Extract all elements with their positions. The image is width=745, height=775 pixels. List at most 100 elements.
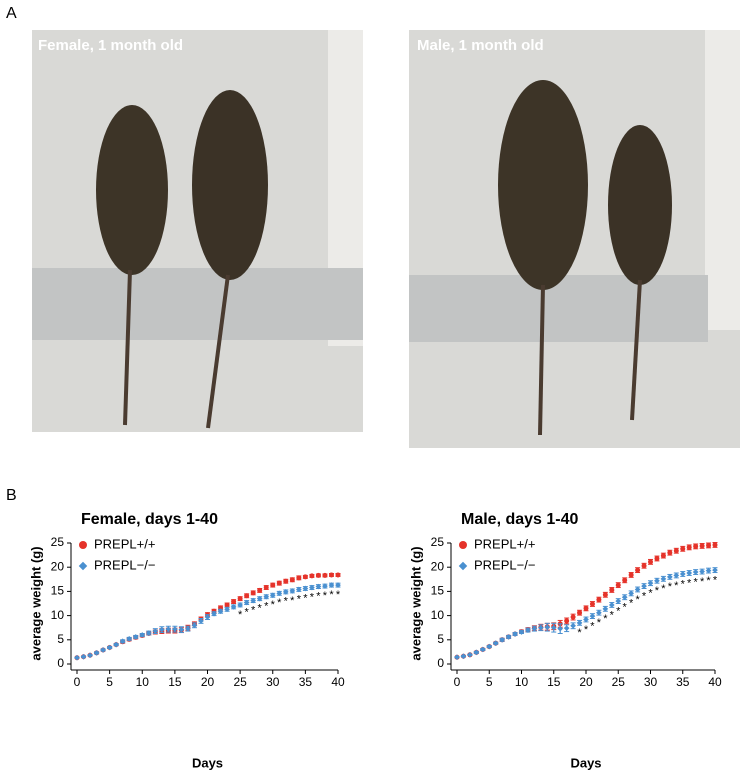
y-tick-label: 20 [431, 559, 445, 573]
data-point [531, 625, 538, 632]
data-point [270, 582, 276, 588]
data-point [499, 636, 505, 643]
legend-label: PREPL+/+ [94, 536, 155, 551]
data-point [93, 650, 100, 656]
x-tick-label: 20 [201, 675, 215, 689]
data-point [191, 622, 198, 629]
significance-marker: * [303, 592, 308, 604]
data-point [544, 624, 551, 631]
y-tick-label: 20 [51, 559, 65, 573]
x-tick-label: 0 [454, 675, 461, 689]
data-point [654, 555, 660, 561]
chart-title: Male, days 1-40 [461, 511, 579, 528]
significance-marker: * [713, 574, 718, 586]
significance-marker: * [245, 606, 250, 618]
data-point [257, 587, 263, 593]
legend-marker [79, 541, 87, 549]
data-point [119, 638, 126, 645]
significance-marker: * [642, 590, 647, 602]
data-point [322, 583, 328, 589]
significance-marker: * [648, 587, 653, 599]
significance-marker: * [584, 624, 589, 636]
data-point [335, 572, 341, 578]
data-point [583, 616, 589, 623]
significance-marker: * [316, 590, 321, 602]
data-point [204, 614, 211, 620]
data-point [132, 634, 139, 640]
y-tick-label: 5 [57, 632, 64, 646]
data-point [467, 651, 473, 658]
significance-marker: * [251, 604, 256, 616]
data-point [172, 626, 178, 632]
data-point [302, 574, 308, 580]
significance-marker: * [271, 599, 276, 611]
significance-marker: * [655, 585, 660, 597]
legend-label: PREPL−/− [94, 557, 155, 572]
data-point [557, 625, 564, 632]
y-axis-label: average weight (g) [28, 546, 43, 660]
data-point [622, 577, 628, 583]
chart-title: Female, days 1-40 [81, 511, 218, 528]
data-point [693, 543, 699, 549]
y-tick-label: 25 [431, 535, 445, 549]
data-point [309, 573, 315, 579]
significance-marker: * [694, 576, 699, 588]
significance-marker: * [687, 577, 692, 589]
photo-female [32, 30, 363, 432]
data-point [660, 553, 666, 559]
data-point [512, 631, 518, 637]
data-point [282, 589, 289, 595]
significance-marker: * [323, 590, 328, 602]
legend-marker [78, 561, 88, 571]
significance-marker: * [681, 578, 686, 590]
x-tick-label: 5 [486, 675, 493, 689]
data-point [454, 654, 460, 661]
data-point [263, 585, 269, 591]
data-point [712, 567, 718, 573]
x-tick-label: 5 [106, 675, 113, 689]
data-point [615, 582, 621, 588]
significance-marker: * [329, 589, 334, 601]
data-point [576, 620, 583, 626]
data-point [596, 597, 602, 603]
significance-marker: * [264, 601, 269, 613]
significance-marker: * [706, 575, 711, 587]
data-point [589, 601, 595, 607]
data-point [621, 594, 628, 601]
data-point [87, 652, 93, 659]
data-point [667, 550, 673, 556]
x-tick-label: 0 [74, 675, 81, 689]
data-point [673, 548, 679, 554]
data-point [505, 634, 512, 640]
y-tick-label: 15 [51, 584, 65, 598]
significance-marker: * [577, 627, 582, 639]
data-point [263, 593, 270, 600]
data-point [328, 572, 334, 578]
data-point [602, 592, 608, 598]
data-point [679, 571, 686, 577]
data-point [686, 570, 693, 576]
x-tick-label: 10 [515, 675, 529, 689]
significance-marker: * [668, 581, 673, 593]
data-point [680, 546, 686, 552]
data-point [224, 606, 230, 613]
data-point [276, 580, 282, 586]
data-point [158, 626, 165, 633]
data-point [479, 646, 486, 653]
data-point [602, 605, 609, 612]
data-point [648, 559, 653, 565]
data-point [608, 602, 615, 608]
data-point [269, 592, 276, 599]
x-tick-label: 40 [708, 675, 722, 689]
panel-label: B [6, 487, 17, 504]
data-point [322, 572, 328, 578]
significance-marker: * [635, 594, 640, 606]
data-point [635, 567, 641, 573]
significance-marker: * [674, 580, 679, 592]
data-point [276, 590, 283, 597]
data-point [237, 596, 243, 602]
data-point [712, 542, 718, 548]
data-point [335, 582, 341, 588]
significance-marker: * [336, 589, 341, 601]
